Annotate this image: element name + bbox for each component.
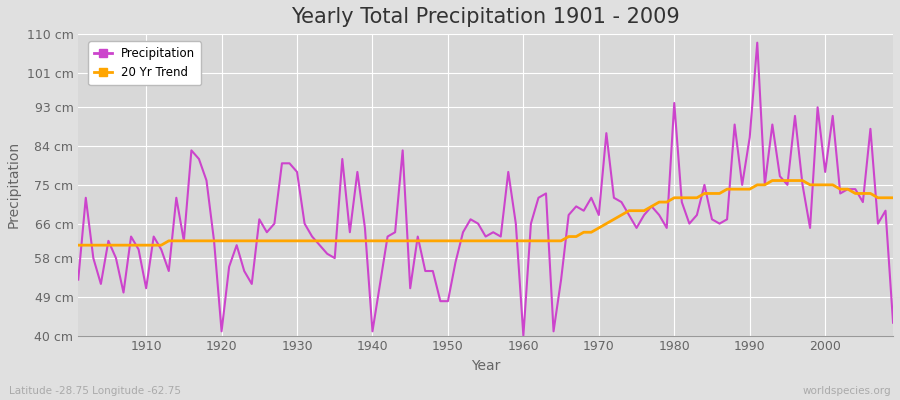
Y-axis label: Precipitation: Precipitation	[7, 141, 21, 228]
Text: worldspecies.org: worldspecies.org	[803, 386, 891, 396]
X-axis label: Year: Year	[471, 359, 500, 373]
Legend: Precipitation, 20 Yr Trend: Precipitation, 20 Yr Trend	[88, 42, 202, 85]
Title: Yearly Total Precipitation 1901 - 2009: Yearly Total Precipitation 1901 - 2009	[292, 7, 680, 27]
Text: Latitude -28.75 Longitude -62.75: Latitude -28.75 Longitude -62.75	[9, 386, 181, 396]
